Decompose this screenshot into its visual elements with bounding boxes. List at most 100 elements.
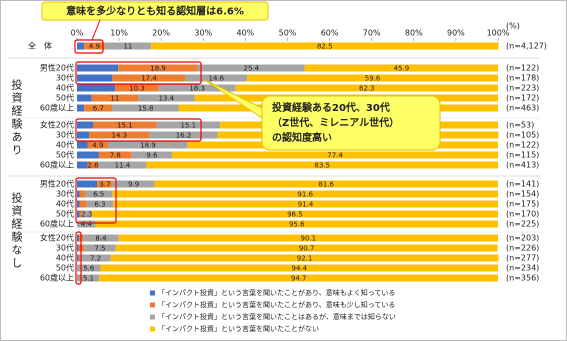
data-label: 77.4 <box>327 152 343 160</box>
data-label: 10.3 <box>129 85 145 93</box>
n-label: (n=53) <box>506 121 534 130</box>
x-tick-label: 90% <box>447 29 465 38</box>
bar-segment <box>104 42 152 50</box>
group-label: 投資経験あり <box>10 78 23 157</box>
n-label: (n=115) <box>506 151 539 160</box>
bar-segment <box>77 64 119 72</box>
bar-segment <box>77 94 92 102</box>
legend-label: 「インパクト投資」という言葉を聞いたことがない <box>158 324 319 333</box>
x-tick-label: 70% <box>363 29 381 38</box>
data-label: 59.6 <box>365 75 381 83</box>
bar-segment <box>77 254 79 262</box>
n-label: (n=203) <box>506 234 539 243</box>
data-label: 96.5 <box>287 211 303 219</box>
legend-label: 「インパクト投資」という言葉を聞いたことがあり、意味もよく知っている <box>158 288 395 297</box>
legend-label: 「インパクト投資」という言葉を聞いたことはあるが、意味までは知らない <box>158 312 396 321</box>
bar-segment <box>158 84 236 92</box>
bar-segment <box>77 141 88 149</box>
data-label: 18.9 <box>140 142 156 150</box>
data-label: 5.6 <box>83 265 95 273</box>
bar-segment <box>99 274 499 282</box>
data-label: 94.4 <box>291 265 307 273</box>
data-label: 11 <box>110 95 119 103</box>
x-tick-label: 30% <box>194 29 212 38</box>
bar-segment <box>77 200 80 208</box>
data-label: 7.8 <box>110 152 121 160</box>
data-label: 92.1 <box>297 255 313 263</box>
n-label: (n=226) <box>506 244 539 253</box>
annotation: の認知度高い <box>272 131 332 144</box>
legend-swatch <box>150 326 155 332</box>
category-label: 男性20代 <box>40 179 74 189</box>
bar-segment <box>91 94 139 102</box>
n-label: (n=356) <box>506 274 539 283</box>
category-label: 女性20代 <box>40 233 74 243</box>
x-tick-label: 40% <box>237 29 255 38</box>
bar-segment <box>77 190 80 198</box>
data-label: 90.7 <box>299 245 315 253</box>
data-label: 2.3 <box>81 211 92 219</box>
data-label: 95.6 <box>289 221 305 229</box>
n-label: (n=170) <box>506 210 539 219</box>
x-tick-label: 50% <box>279 29 297 38</box>
bar-segment <box>154 180 499 188</box>
category-label: 60歳以上 <box>40 219 74 229</box>
category-label: 50代 <box>56 209 74 219</box>
bar-segment <box>151 42 499 50</box>
data-label: 14.6 <box>209 75 225 83</box>
data-label: 4.9 <box>92 142 103 150</box>
n-label: (n=277) <box>506 254 539 263</box>
data-label: 62.3 <box>359 85 375 93</box>
data-label: 16.2 <box>176 132 192 140</box>
n-label: (n=234) <box>506 264 539 273</box>
data-label: 3.7 <box>99 181 110 189</box>
bar-segment <box>79 210 83 218</box>
bar-segment <box>112 74 186 82</box>
bar-segment <box>82 210 92 218</box>
bar-segment <box>97 180 113 188</box>
bar-segment <box>77 244 79 252</box>
bar-segment <box>118 64 198 72</box>
bar-segment <box>87 161 99 169</box>
data-label: 17.4 <box>141 75 157 83</box>
bar-segment <box>185 74 248 82</box>
bar-segment <box>197 64 305 72</box>
bar-segment <box>112 190 498 198</box>
bar-segment <box>92 121 157 129</box>
bar-segment <box>77 274 78 282</box>
bar-segment <box>77 84 116 92</box>
bar-segment <box>84 42 105 50</box>
bar-segment <box>77 180 98 188</box>
data-label: 9.6 <box>146 152 158 160</box>
bar-segment <box>77 74 113 82</box>
x-tick-label: 10% <box>110 29 128 38</box>
bar-segment <box>77 210 80 218</box>
bar-segment <box>77 264 101 272</box>
data-label: 94.7 <box>291 275 307 283</box>
category-label: 50代 <box>56 150 74 160</box>
bar-segment <box>98 151 132 159</box>
bar-segment <box>100 264 499 272</box>
category-label: 40代 <box>56 253 74 263</box>
data-label: 5.1 <box>83 275 94 283</box>
callout-box <box>41 1 269 21</box>
bar-segment <box>304 64 498 72</box>
highlight-box <box>75 177 117 224</box>
data-label: 82.5 <box>317 43 333 51</box>
bar-segment <box>91 210 499 218</box>
category-label: 60歳以上 <box>40 103 74 113</box>
bar-segment <box>80 254 111 262</box>
bar-segment <box>77 42 85 50</box>
bar-segment <box>87 141 109 149</box>
highlight-box <box>74 39 104 54</box>
bar-segment <box>247 74 498 82</box>
category-label: 30代 <box>56 130 74 140</box>
bar-segment <box>77 161 88 169</box>
bar-segment <box>118 234 498 242</box>
data-label: 8.4 <box>95 235 107 243</box>
bar-segment <box>77 234 80 242</box>
bar-segment <box>172 151 498 159</box>
bar-segment <box>138 94 195 102</box>
bar-segment <box>110 254 499 262</box>
